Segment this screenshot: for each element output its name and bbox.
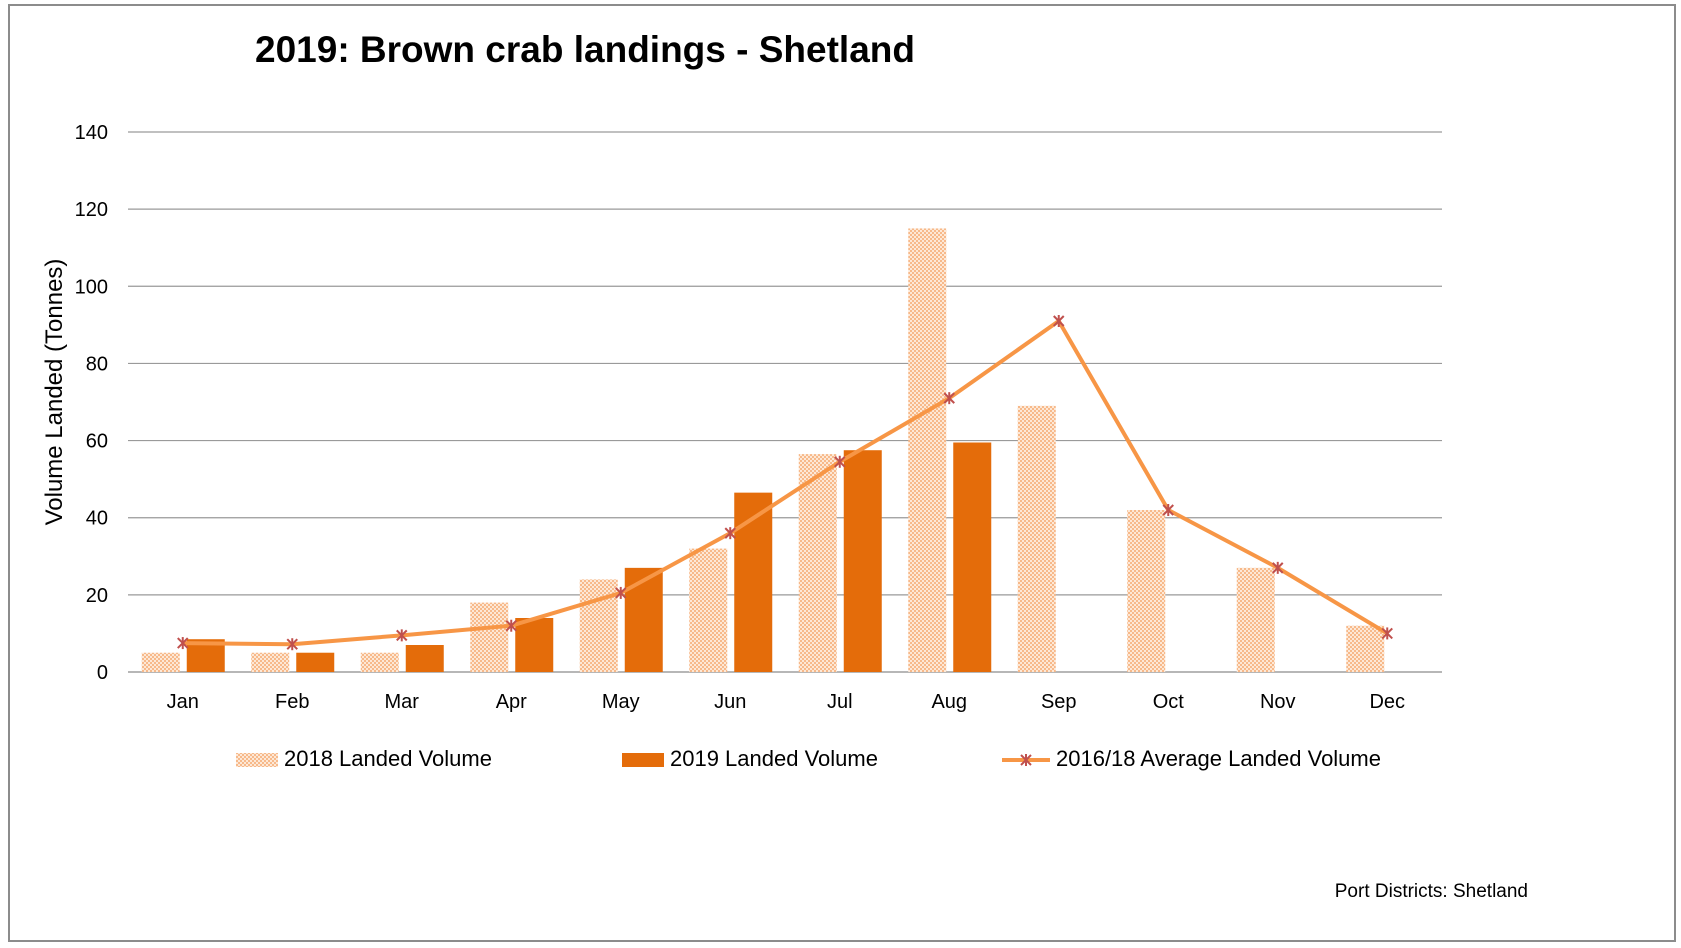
legend: 2018 Landed Volume 2019 Landed Volume 2016… — [236, 746, 1381, 771]
legend-label-average: 2016/18 Average Landed Volume — [1056, 746, 1381, 771]
legend-item-average: 2016/18 Average Landed Volume — [1002, 746, 1381, 771]
y-tick-label: 20 — [86, 585, 108, 607]
bar-2018-sep — [1017, 405, 1056, 672]
bar-2018-apr — [470, 602, 509, 672]
avg-marker-jan — [177, 637, 189, 650]
bar-2018-oct — [1127, 510, 1166, 672]
x-tick-label: Jul — [827, 691, 853, 713]
avg-marker-nov — [1272, 561, 1284, 574]
x-axis-ticks: Jan Feb Mar Apr May Jun Jul Aug Sep Oct Nov Dec — [167, 691, 1405, 713]
legend-swatch-2019 — [622, 753, 664, 767]
series-average-line — [177, 315, 1393, 651]
legend-item-2019: 2019 Landed Volume — [622, 746, 878, 771]
bar-2018-aug — [908, 228, 947, 672]
x-tick-label: Feb — [275, 691, 309, 713]
bar-2019-feb — [296, 652, 335, 672]
y-tick-label: 140 — [75, 122, 108, 144]
bar-2018-jul — [798, 454, 837, 672]
bar-2019-aug — [953, 442, 992, 672]
x-tick-label: Jan — [167, 691, 199, 713]
chart-title: 2019: Brown crab landings - Shetland — [255, 29, 915, 70]
bar-2019-may — [624, 567, 663, 672]
legend-swatch-2018 — [236, 753, 278, 767]
x-tick-label: Jun — [714, 691, 746, 713]
x-tick-label: Sep — [1041, 691, 1077, 713]
y-tick-label: 60 — [86, 431, 108, 453]
bar-2018-dec — [1346, 625, 1385, 672]
avg-marker-oct — [1162, 504, 1174, 516]
y-tick-label: 100 — [75, 276, 108, 298]
footnote: Port Districts: Shetland — [1335, 881, 1528, 902]
avg-marker-mar — [396, 629, 408, 642]
avg-marker-may — [615, 586, 627, 599]
avg-marker-aug — [943, 392, 955, 405]
legend-label-2018: 2018 Landed Volume — [284, 746, 492, 771]
bar-2019-jul — [843, 450, 882, 672]
x-tick-label: Mar — [385, 691, 420, 713]
series-2019-bars — [186, 442, 992, 672]
bar-2019-mar — [405, 645, 444, 672]
avg-marker-sep — [1053, 315, 1065, 327]
avg-marker-jul — [834, 455, 846, 468]
y-axis-ticks: 0 20 40 60 80 100 120 140 — [75, 122, 108, 684]
y-tick-label: 120 — [75, 199, 108, 221]
x-tick-label: May — [602, 691, 640, 713]
x-tick-label: Nov — [1260, 691, 1296, 713]
y-tick-label: 0 — [97, 662, 108, 684]
avg-marker-jun — [724, 527, 736, 540]
x-tick-label: Apr — [496, 691, 527, 713]
y-tick-label: 80 — [86, 353, 108, 375]
bar-2019-apr — [515, 618, 554, 672]
bar-2018-feb — [251, 652, 290, 672]
legend-marker-average — [1020, 754, 1032, 766]
average-line — [182, 319, 1389, 647]
chart-frame: 2019: Brown crab landings - Shetland 0 20… — [8, 4, 1676, 942]
bar-2018-nov — [1236, 567, 1275, 672]
x-tick-label: Aug — [931, 691, 967, 713]
bar-2018-mar — [360, 652, 399, 672]
series-2018-bars — [141, 228, 1385, 672]
avg-marker-dec — [1381, 627, 1393, 640]
legend-item-2018: 2018 Landed Volume — [236, 746, 492, 771]
y-axis-title: Volume Landed (Tonnes) — [41, 259, 68, 526]
gridlines — [128, 131, 1442, 673]
y-tick-label: 40 — [86, 508, 108, 530]
bar-2018-jun — [689, 548, 728, 672]
legend-label-2019: 2019 Landed Volume — [670, 746, 878, 771]
bar-2019-jun — [734, 492, 773, 672]
chart-canvas: 2019: Brown crab landings - Shetland 0 20… — [41, 29, 1528, 902]
x-tick-label: Oct — [1153, 691, 1185, 713]
bar-2018-may — [579, 579, 618, 672]
x-tick-label: Dec — [1369, 691, 1405, 713]
bar-2018-jan — [141, 652, 180, 672]
avg-marker-apr — [505, 619, 517, 632]
avg-marker-feb — [286, 638, 298, 651]
